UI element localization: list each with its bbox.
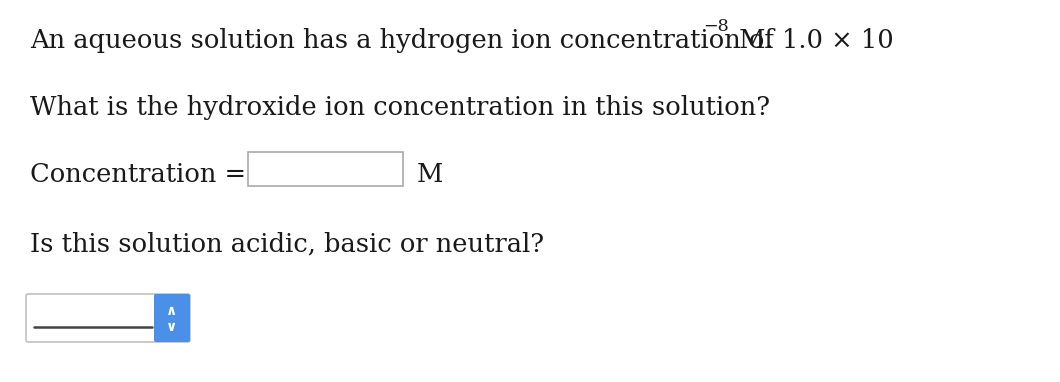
Text: Is this solution acidic, basic or neutral?: Is this solution acidic, basic or neutra… <box>30 232 544 257</box>
Text: ∨: ∨ <box>166 320 178 334</box>
FancyBboxPatch shape <box>154 294 190 342</box>
Text: An aqueous solution has a hydrogen ion concentration of 1.0 × 10: An aqueous solution has a hydrogen ion c… <box>30 28 894 53</box>
Text: −8: −8 <box>703 18 729 35</box>
Text: M.: M. <box>731 28 774 53</box>
Text: M: M <box>417 162 443 187</box>
Text: What is the hydroxide ion concentration in this solution?: What is the hydroxide ion concentration … <box>30 95 771 120</box>
Text: Concentration =: Concentration = <box>30 162 246 187</box>
Bar <box>248 152 403 186</box>
Text: ∧: ∧ <box>166 304 178 317</box>
FancyBboxPatch shape <box>26 294 190 342</box>
